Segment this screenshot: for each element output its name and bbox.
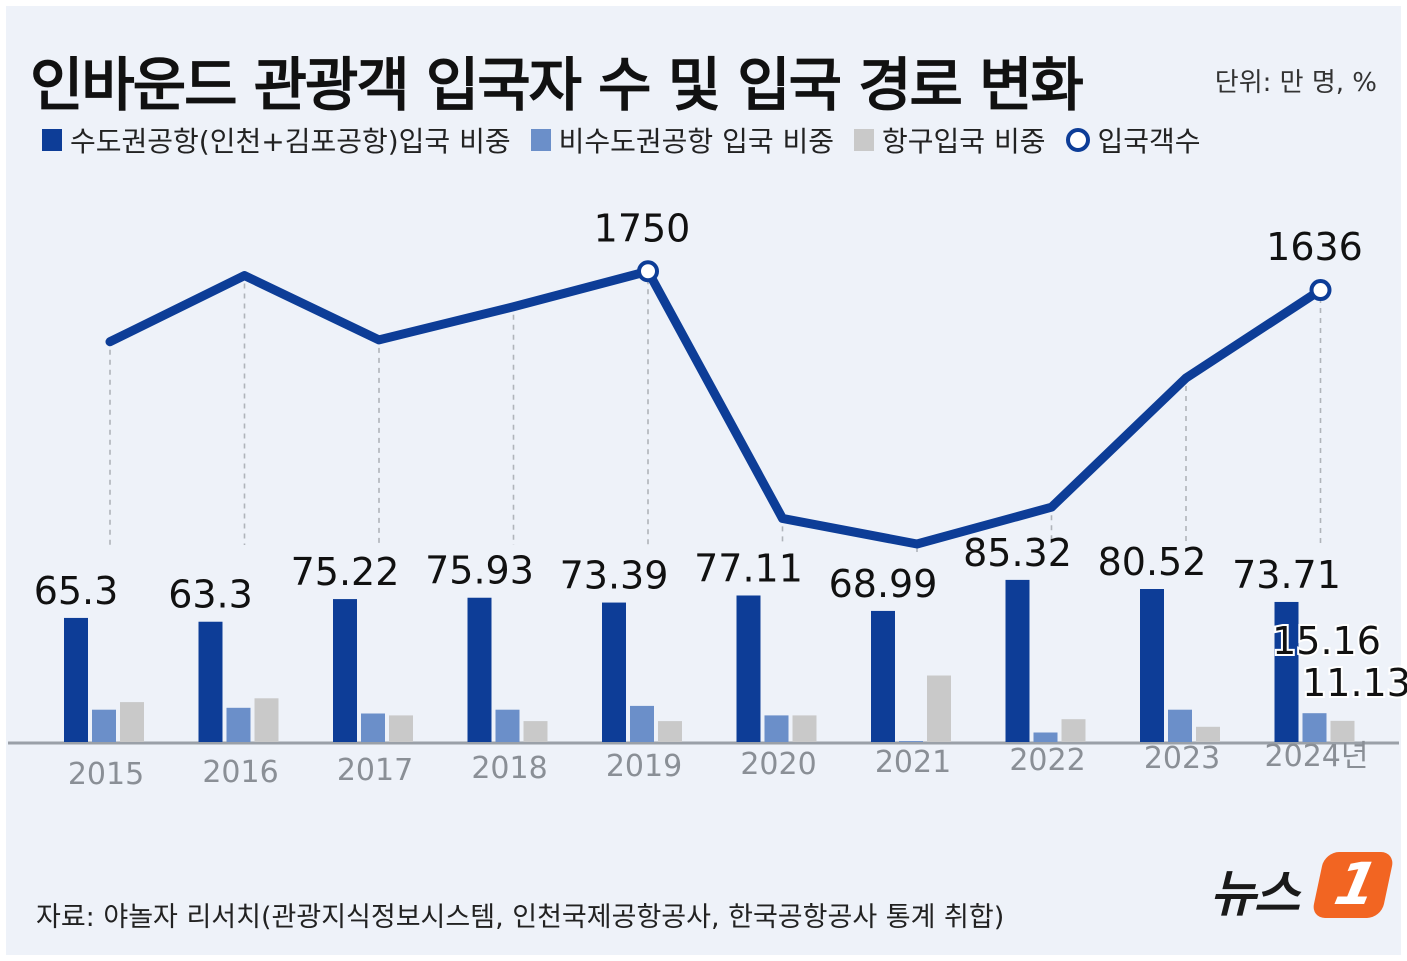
bar-port [1330, 720, 1355, 742]
arrivals-marker [637, 260, 659, 283]
logo-badge-text: 1 [1328, 850, 1384, 918]
bar-metro [467, 597, 492, 742]
bar-port [389, 715, 413, 742]
arrivals-line [105, 266, 1325, 549]
bar-port [120, 702, 144, 742]
bar-metro [1274, 601, 1299, 742]
bar-metro [333, 599, 357, 742]
legend-marker-arrivals [1065, 128, 1090, 152]
x-tick-label: 2016 [202, 755, 278, 790]
bar-metro [198, 621, 223, 742]
bar-nonmetro [495, 709, 520, 742]
x-tick-label: 2022 [1009, 743, 1085, 778]
bar-value-label: 11.13 [1302, 661, 1407, 705]
legend-label-port: 항구입국 비중 [882, 125, 1046, 158]
arrivals-value-label: 1750 [594, 206, 691, 250]
bar-value-label: 80.52 [1098, 540, 1207, 584]
legend: 수도권공항(인천+김포공항)입국 비중 비수도권공항 입국 비중 항구입국 비중… [42, 120, 1221, 160]
bar-metro [64, 617, 88, 742]
bar-value-label: 85.32 [963, 531, 1072, 575]
x-tick-label: 2017 [337, 753, 413, 788]
bar-metro [602, 602, 626, 742]
bar-port [523, 721, 548, 742]
bar-value-label: 75.22 [291, 550, 400, 594]
bar-value-label: 63.3 [168, 573, 253, 617]
arrivals-marker [1309, 279, 1332, 302]
x-tick-label: 2021 [875, 745, 951, 780]
bar-nonmetro [92, 709, 116, 742]
bar-port [254, 698, 279, 742]
bar-nonmetro [1302, 713, 1327, 742]
x-tick-label: 2023 [1144, 741, 1220, 776]
legend-swatch-metro [42, 129, 62, 151]
bar-value-label: 65.3 [34, 569, 119, 613]
bar-port [1196, 726, 1220, 742]
bar-port [658, 721, 682, 742]
bar-value-label: 73.71 [1232, 553, 1341, 597]
bar-nonmetro [899, 741, 923, 742]
bar-metro [1140, 589, 1164, 742]
bar-value-label: 68.99 [829, 562, 938, 606]
legend-item-metro: 수도권공항(인천+김포공항)입국 비중 [42, 120, 511, 160]
bar-port [1061, 719, 1086, 742]
source-note: 자료: 야놀자 리서치(관광지식정보시스템, 인천국제공항공사, 한국공항공사 … [36, 902, 1005, 933]
x-tick-label: 2018 [471, 751, 547, 786]
legend-item-nonmetro: 비수도권공항 입국 비중 [530, 120, 835, 160]
legend-item-arrivals: 입국객수 [1065, 120, 1201, 160]
logo-badge: 1 [1310, 850, 1396, 918]
bar-metro [871, 610, 895, 742]
x-tick-label: 2024년 [1265, 739, 1369, 774]
bar-nonmetro [764, 715, 789, 742]
bar-value-label: 75.93 [425, 549, 534, 593]
bar-nonmetro [1168, 709, 1192, 742]
x-tick-label: 2019 [606, 749, 682, 784]
bar-nonmetro [630, 705, 654, 742]
legend-label-nonmetro: 비수도권공항 입국 비중 [558, 125, 835, 158]
legend-label-metro: 수도권공항(인천+김포공항)입국 비중 [70, 125, 511, 158]
news1-logo: 뉴스 1 [1210, 850, 1400, 923]
bar-nonmetro [226, 707, 251, 742]
arrivals-value-label: 1636 [1266, 225, 1363, 269]
legend-swatch-port [854, 129, 875, 151]
bar-nonmetro [361, 713, 385, 742]
logo-text: 뉴스 [1210, 865, 1300, 923]
bar-nonmetro [1033, 732, 1058, 742]
bar-port [792, 715, 817, 742]
chart-frame [6, 6, 1401, 955]
bar-port [927, 675, 951, 742]
chart-title: 인바운드 관광객 입국자 수 및 입국 경로 변화 [30, 51, 1084, 119]
legend-label-arrivals: 입국객수 [1097, 125, 1201, 158]
x-tick-label: 2020 [740, 747, 816, 782]
bar-value-label: 73.39 [560, 554, 669, 598]
legend-item-port: 항구입국 비중 [854, 120, 1046, 160]
bar-value-label: 15.16 [1272, 619, 1381, 663]
bar-metro [736, 595, 761, 742]
legend-swatch-nonmetro [530, 129, 551, 151]
unit-note: 단위: 만 명, % [1214, 68, 1377, 98]
x-tick-label: 2015 [68, 757, 144, 792]
bar-value-label: 77.11 [694, 546, 803, 590]
bar-metro [1005, 579, 1030, 742]
